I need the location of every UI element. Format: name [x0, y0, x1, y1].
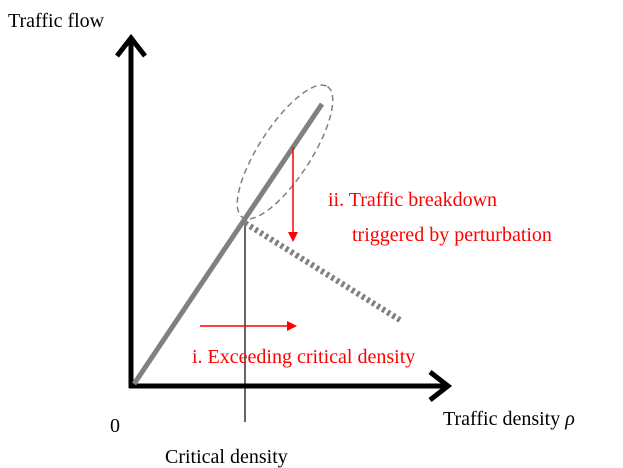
breakdown-line — [243, 220, 402, 323]
origin-label: 0 — [110, 415, 120, 437]
annotation: i. Exceeding critical density — [192, 346, 415, 368]
annotation: ii. Traffic breakdown — [328, 189, 497, 211]
x-axis-symbol: ρ — [564, 408, 575, 430]
annotation: triggered by perturbation — [352, 224, 552, 246]
flow-line — [131, 102, 325, 386]
x-axis-label-text: Traffic density — [443, 408, 560, 430]
x-axis-arrow — [428, 370, 453, 402]
y-axis-arrow — [115, 33, 147, 58]
x-axis-label: Traffic density ρ — [443, 408, 575, 430]
highlight-ellipse — [236, 84, 334, 220]
y-axis-label: Traffic flow — [8, 10, 105, 32]
critical-label: Critical density — [165, 446, 288, 468]
